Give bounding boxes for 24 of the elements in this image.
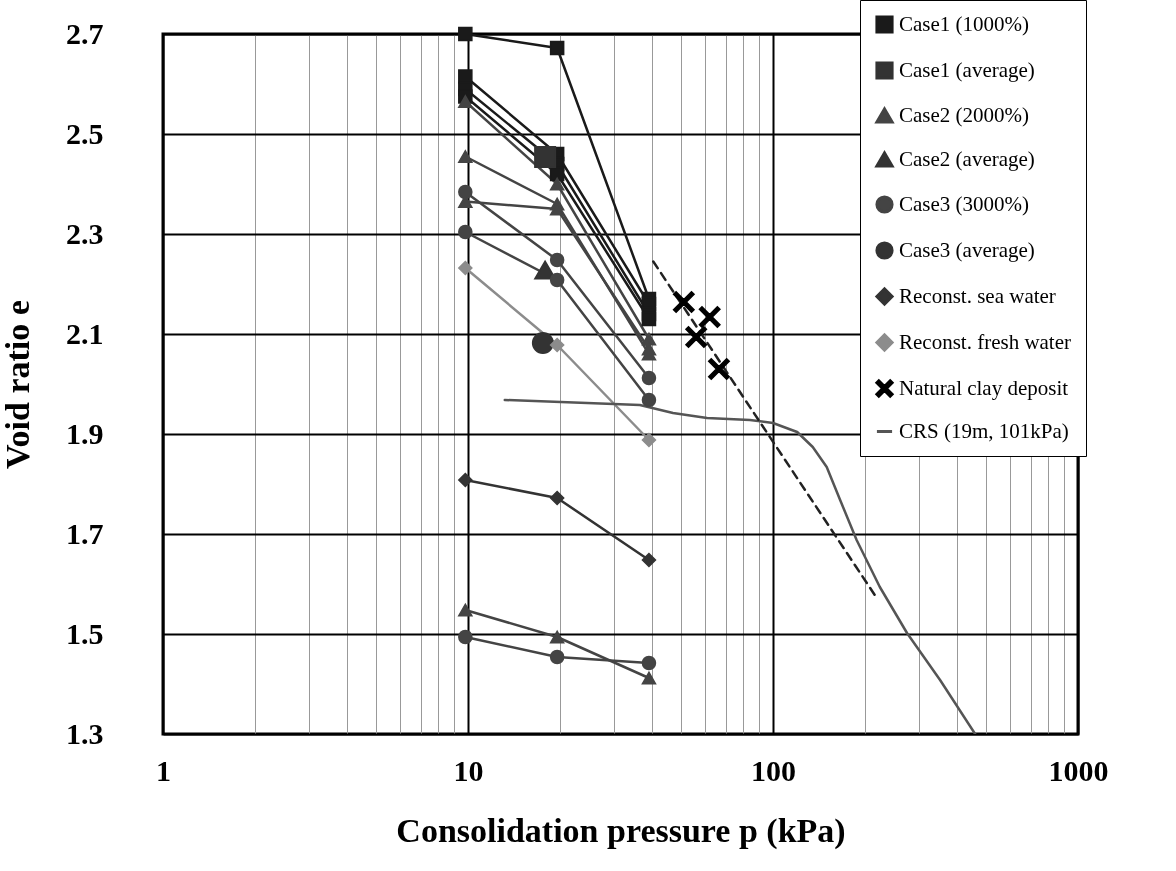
legend-label: Case1 (1000%): [899, 11, 1030, 36]
legend-label: Case3 (average): [899, 237, 1035, 262]
legend-label: Natural clay deposit: [899, 375, 1069, 400]
legend-label: CRS (19m, 101kPa): [899, 418, 1069, 443]
y-tick-label: 1.7: [66, 516, 104, 550]
x-tick-label: 1: [156, 753, 171, 787]
y-axis-title: Void ratio e: [0, 300, 36, 469]
y-tick-label: 2.3: [66, 216, 104, 250]
y-tick-label: 2.5: [66, 116, 104, 150]
y-tick-label: 2.1: [66, 316, 104, 350]
x-axis-title: Consolidation pressure p (kPa): [396, 811, 846, 850]
legend-label: Case3 (3000%): [899, 191, 1030, 216]
y-tick-label: 1.3: [66, 716, 104, 750]
y-tick-label: 1.5: [66, 616, 104, 650]
x-tick-label: 100: [751, 753, 796, 787]
x-tick-label: 1000: [1048, 753, 1109, 787]
legend-label: Case1 (average): [899, 57, 1035, 82]
legend-label: Case2 (average): [899, 146, 1035, 171]
legend-label: Reconst. sea water: [899, 283, 1056, 308]
y-tick-label: 2.7: [66, 16, 104, 50]
legend-label: Case2 (2000%): [899, 102, 1030, 127]
legend-label: Reconst. fresh water: [899, 329, 1072, 354]
x-tick-label: 10: [453, 753, 484, 787]
y-tick-label: 1.9: [66, 416, 104, 450]
